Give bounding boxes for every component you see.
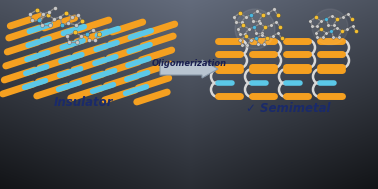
Text: Oligomerization: Oligomerization xyxy=(152,59,226,67)
Circle shape xyxy=(235,9,275,49)
FancyArrow shape xyxy=(160,60,218,78)
Text: ✓ Semimetal: ✓ Semimetal xyxy=(246,102,330,115)
Text: Insulator: Insulator xyxy=(53,97,113,109)
Circle shape xyxy=(312,9,348,45)
